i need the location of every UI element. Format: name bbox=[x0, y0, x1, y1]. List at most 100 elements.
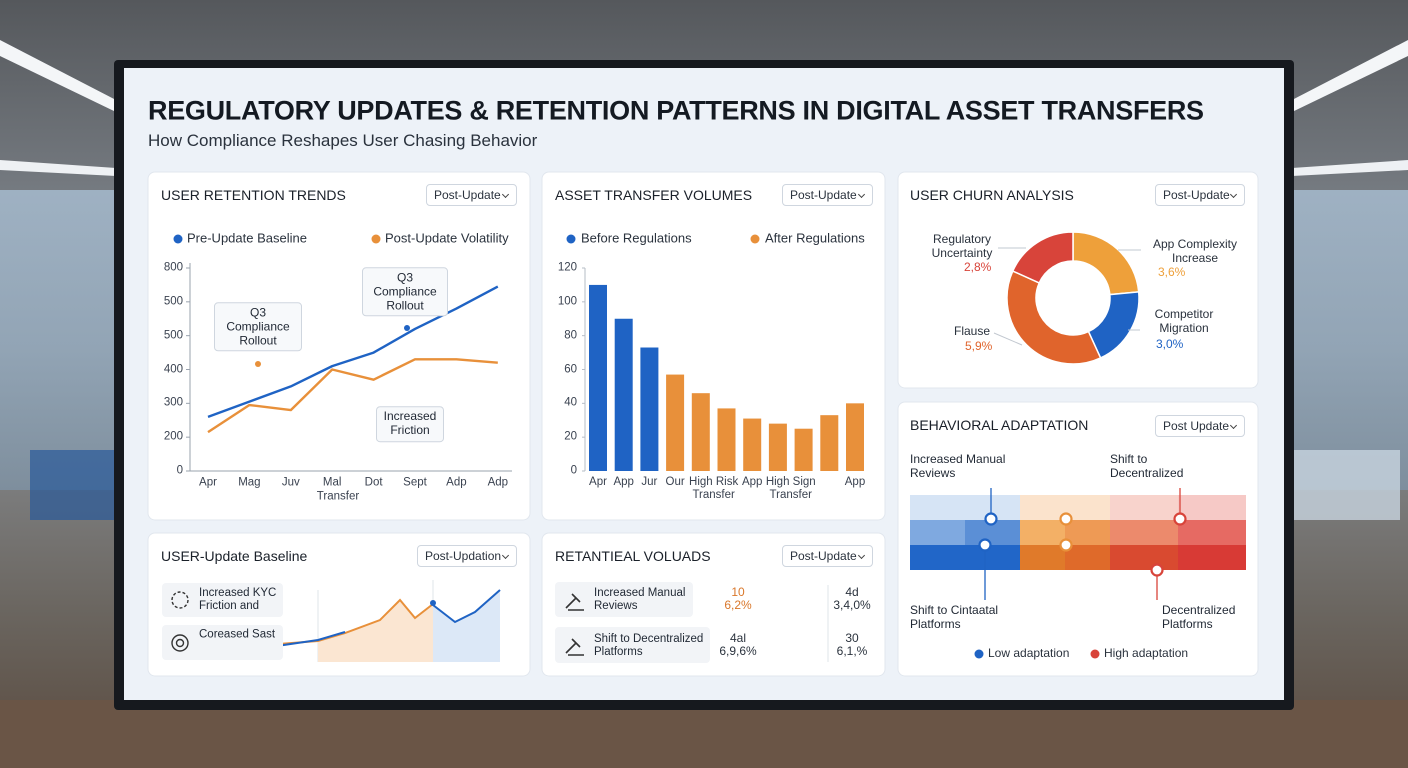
y-tick-label: 0 bbox=[176, 464, 183, 477]
ceiling-light bbox=[1292, 160, 1408, 176]
mini-chart-area bbox=[433, 590, 500, 662]
ceiling-light bbox=[1292, 40, 1408, 112]
legend-marker bbox=[566, 234, 576, 244]
y-tick-label: 500 bbox=[163, 295, 183, 308]
donut-slice bbox=[1011, 231, 1074, 284]
y-tick-label: 20 bbox=[564, 430, 577, 443]
matrix-marker bbox=[978, 538, 992, 552]
item-box bbox=[162, 583, 283, 617]
mini-chart-line bbox=[432, 589, 501, 624]
bar bbox=[717, 408, 736, 471]
bar bbox=[614, 318, 633, 471]
x-tick-label: Adp bbox=[446, 476, 467, 489]
y-tick-label: 60 bbox=[564, 362, 577, 375]
y-tick-label: 80 bbox=[564, 329, 577, 342]
legend-marker bbox=[371, 234, 381, 244]
mini-chart-area bbox=[318, 600, 433, 662]
row-label: Shift to Decentralized Platforms bbox=[594, 632, 704, 658]
matrix-label: Decentralized Platforms bbox=[1162, 603, 1236, 631]
bar bbox=[666, 374, 685, 471]
icon bbox=[565, 638, 584, 656]
panel-title: ASSET TRANSFER VOLUMES bbox=[555, 186, 753, 203]
dropdown[interactable]: Post-Update bbox=[782, 545, 873, 567]
slice-label: Competitor Migration bbox=[1154, 307, 1214, 335]
matrix-cell bbox=[1065, 545, 1110, 570]
y-tick-label: 100 bbox=[557, 295, 577, 308]
item-box bbox=[162, 625, 283, 660]
legend-label: Post-Update Volatility bbox=[385, 230, 509, 246]
bar bbox=[768, 423, 787, 471]
slice-value: 2,8% bbox=[964, 260, 992, 275]
ceiling-light bbox=[0, 40, 116, 112]
annotation: Increased Friction bbox=[376, 406, 444, 442]
dropdown[interactable]: Post-Update bbox=[1155, 184, 1245, 206]
slice-label: App Complexity Increase bbox=[1152, 237, 1238, 265]
panel-title: BEHAVIORAL ADAPTATION bbox=[910, 416, 1089, 433]
legend-label: Before Regulations bbox=[581, 230, 692, 246]
matrix-cell bbox=[910, 545, 965, 570]
panel bbox=[147, 171, 531, 521]
y-tick-label: 0 bbox=[570, 464, 577, 477]
dropdown[interactable]: Post-Updation bbox=[417, 545, 517, 567]
x-axis-label: Transfer bbox=[316, 490, 360, 503]
bar bbox=[846, 403, 864, 471]
legend-label: High adaptation bbox=[1104, 646, 1189, 661]
x-tick-label: Juv bbox=[281, 476, 300, 489]
matrix-cell bbox=[1020, 545, 1065, 570]
x-tick-label: Apr bbox=[589, 476, 607, 488]
annotation: Q3 Compliance Rollout bbox=[214, 302, 302, 352]
matrix-cell bbox=[910, 495, 965, 520]
series-line bbox=[207, 358, 498, 434]
bar bbox=[820, 415, 839, 471]
bar bbox=[640, 347, 659, 471]
x-tick-label: Adp bbox=[487, 476, 509, 489]
row-value: 4al bbox=[729, 631, 747, 646]
legend-label: Pre-Update Baseline bbox=[187, 230, 307, 246]
y-tick-label: 200 bbox=[163, 430, 183, 443]
annotation: Q3 Compliance Rollout bbox=[362, 267, 448, 317]
bar bbox=[743, 418, 762, 471]
legend-marker bbox=[1090, 649, 1100, 659]
donut-slice bbox=[1006, 270, 1102, 365]
matrix-marker bbox=[1150, 563, 1164, 577]
icon bbox=[171, 634, 189, 652]
dropdown[interactable]: Post-Update bbox=[782, 184, 873, 206]
matrix-cell bbox=[1110, 495, 1178, 520]
row-value: 4d bbox=[845, 585, 859, 600]
slice-label: Flause bbox=[953, 324, 991, 339]
leader-line bbox=[993, 332, 1023, 346]
row-value: 6,1,% bbox=[836, 644, 868, 659]
row-value: 6,2% bbox=[724, 598, 752, 613]
slice-value: 3,0% bbox=[1156, 337, 1184, 352]
matrix-cell bbox=[1178, 520, 1246, 545]
icon bbox=[175, 638, 185, 648]
x-tick-label: High Risk Transfer bbox=[689, 476, 739, 502]
y-tick-label: 400 bbox=[163, 362, 183, 375]
row-label: Increased Manual Reviews bbox=[594, 586, 686, 612]
title: REGULATORY UPDATES & RETENTION PATTERNS … bbox=[148, 95, 1204, 126]
y-tick-label: 500 bbox=[163, 329, 183, 342]
x-tick-label: Jur bbox=[641, 476, 658, 488]
mini-chart-marker bbox=[430, 600, 436, 606]
x-tick-label: App bbox=[613, 476, 634, 488]
dropdown[interactable]: Post Update bbox=[1155, 415, 1245, 437]
y-tick-label: 300 bbox=[163, 396, 183, 409]
x-tick-label: Dot bbox=[364, 476, 383, 489]
x-tick-label: Our bbox=[665, 476, 685, 488]
matrix-cell bbox=[1065, 495, 1110, 520]
dropdown[interactable]: Post-Update bbox=[426, 184, 517, 206]
matrix-cell bbox=[1020, 495, 1065, 520]
item-box bbox=[555, 582, 693, 617]
matrix-cell bbox=[1178, 545, 1246, 570]
matrix-cell bbox=[965, 545, 1020, 570]
matrix-marker bbox=[1173, 512, 1187, 526]
icon bbox=[565, 593, 584, 611]
row-value: 6,9,6% bbox=[719, 644, 757, 659]
legend-marker bbox=[974, 649, 984, 659]
x-tick-label: Mag bbox=[238, 476, 261, 489]
matrix-marker bbox=[1059, 538, 1073, 552]
bar bbox=[691, 393, 710, 471]
matrix-label: Shift to Cintaatal Platforms bbox=[910, 603, 999, 631]
y-tick-label: 800 bbox=[163, 261, 183, 274]
